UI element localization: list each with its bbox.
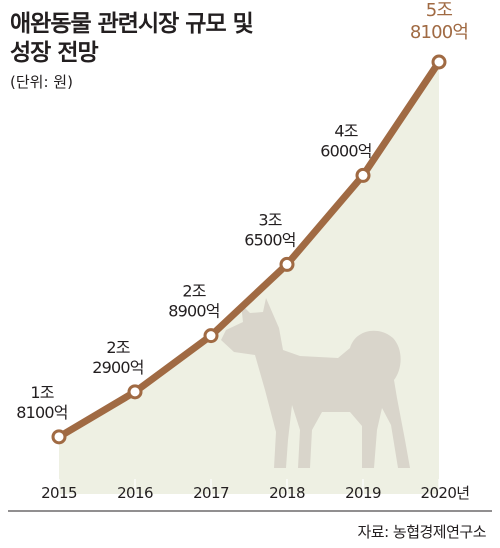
series-line (57, 60, 442, 440)
data-point (127, 384, 143, 400)
data-point (51, 429, 67, 445)
x-tick-label: 2017 (193, 484, 229, 502)
x-tick-label: 2019 (345, 484, 381, 502)
x-tick-label: 2018 (269, 484, 305, 502)
title-block: 애완동물 관련시장 규모 및 성장 전망 (단위: 원) (10, 10, 254, 92)
data-label: 2조 8900억 (168, 282, 219, 321)
data-labels: 1조 8100억 2조 2900억 2조 8900억 3조 6500억 4조 6000억 5조 810… (16, 0, 469, 422)
data-label: 4조 6000억 (320, 121, 371, 160)
data-label: 1조 8100억 (16, 383, 67, 422)
x-axis-ticks (58, 479, 440, 494)
chart-title-line-1: 애완동물 관련시장 규모 및 (10, 11, 254, 37)
x-tick-label: 2016 (117, 484, 153, 502)
data-point (431, 54, 447, 70)
source-note: 자료: 농협경제연구소 (357, 523, 486, 541)
data-label: 3조 6500억 (244, 210, 295, 249)
data-point (355, 167, 371, 183)
unit-note: (단위: 원) (10, 73, 73, 91)
x-tick-labels: 2015 2016 2017 2018 2019 2020년 (41, 484, 470, 502)
x-tick-label: 2020년 (421, 484, 470, 502)
data-point (203, 328, 219, 344)
data-point (279, 256, 295, 272)
chart-title-line-2: 성장 전망 (10, 40, 99, 66)
data-points (51, 54, 447, 445)
dog-silhouette-icon (221, 298, 410, 468)
x-tick-label: 2015 (41, 484, 77, 502)
chart-area-fill (59, 62, 439, 494)
data-label: 5조 8100억 (410, 0, 468, 43)
data-label: 2조 2900억 (92, 338, 143, 377)
